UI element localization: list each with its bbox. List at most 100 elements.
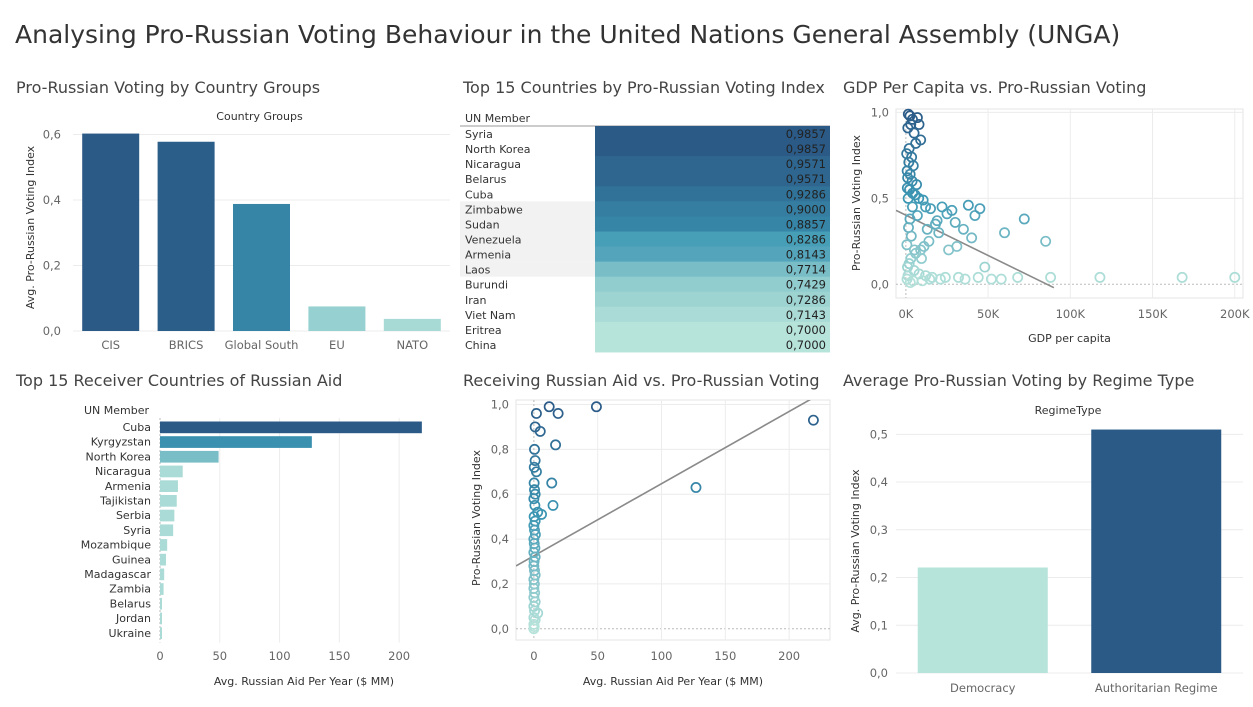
aid-bar <box>160 553 166 566</box>
aidscatter-xtick-label: 100 <box>651 649 673 663</box>
top15-country-label: Armenia <box>465 249 511 262</box>
gdp-point <box>920 201 932 213</box>
top15-heat-cell <box>595 231 830 247</box>
gdp-point <box>931 215 943 227</box>
gdp-xtick-label: 150K <box>1138 307 1168 321</box>
top15-value-label: 0,8143 <box>786 248 826 262</box>
gdp-point <box>1176 271 1188 283</box>
aidscatter-point <box>528 623 540 635</box>
gdp-point <box>901 239 913 251</box>
gdp-point <box>979 261 991 273</box>
aid-xtick-label: 100 <box>269 649 291 663</box>
gdp-point <box>921 223 933 235</box>
aidscatter-xtick-label: 50 <box>590 649 605 663</box>
aid-bar <box>160 495 177 507</box>
top15-country-label: Zimbabwe <box>465 203 523 216</box>
top15-country-label: Viet Nam <box>465 309 516 322</box>
top15-country-label: North Korea <box>465 143 530 156</box>
top15-row-band <box>460 201 595 217</box>
top15-heat-cell <box>595 336 830 353</box>
top15-value-label: 0,7429 <box>786 278 826 292</box>
gdp-point <box>911 179 923 191</box>
top15-row-band <box>460 261 595 277</box>
top15-heat-cell <box>595 321 830 338</box>
aid-bar <box>160 450 219 463</box>
aid-country-label: Serbia <box>116 509 151 522</box>
gdp-point <box>933 227 945 239</box>
aid-bar <box>160 465 183 478</box>
aidscatter-point <box>530 466 542 478</box>
aid-country-label: Belarus <box>110 597 152 610</box>
panel-title-groups: Pro-Russian Voting by Country Groups <box>16 78 321 97</box>
gdp-point <box>1094 271 1106 283</box>
top15-heat-cell <box>595 126 830 142</box>
gdp-point <box>936 201 948 213</box>
gdp-point <box>901 273 913 285</box>
gdp-xtick-label: 50K <box>977 307 1000 321</box>
gdp-point <box>1018 213 1030 225</box>
top15-heat-cell <box>595 291 830 308</box>
top15-heat-cell <box>595 156 830 172</box>
aid-country-label: Syria <box>123 524 151 537</box>
aid-country-label: Cuba <box>123 421 151 434</box>
gdp-point <box>962 199 974 211</box>
top15-value-label: 0,7286 <box>786 293 826 307</box>
page-title: Analysing Pro-Russian Voting Behaviour i… <box>15 20 1121 49</box>
groups-ylabel: Avg. Pro-Russian Voting Index <box>24 145 37 309</box>
panel-title-gdp: GDP Per Capita vs. Pro-Russian Voting <box>843 78 1147 97</box>
groups-bar <box>82 133 140 331</box>
gdp-point <box>949 216 961 228</box>
top15-country-label: Sudan <box>465 218 500 231</box>
aidscatter-ytick-label: 0,2 <box>491 577 509 591</box>
aidscatter-point <box>546 477 558 489</box>
aidscatter-point <box>547 499 559 511</box>
aid-country-label: Tajikistan <box>99 495 151 508</box>
regime-bar <box>1091 429 1222 673</box>
aid-country-label: Ukraine <box>109 627 152 640</box>
gdp-point <box>974 203 986 215</box>
regime-ytick-label: 0,1 <box>870 618 888 632</box>
aid-country-label: Jordan <box>115 612 151 625</box>
groups-ytick-label: 0,2 <box>43 259 61 273</box>
panel-title-regime: Average Pro-Russian Voting by Regime Typ… <box>843 371 1195 390</box>
aidscatter-ytick-label: 1,0 <box>491 397 509 411</box>
top15-value-label: 0,9857 <box>786 142 826 156</box>
gdp-point <box>959 273 971 285</box>
aidscatter-point <box>552 408 564 419</box>
regime-category-label: Authoritarian Regime <box>1095 681 1218 695</box>
gdp-point <box>999 227 1010 239</box>
gdp-point <box>951 241 963 252</box>
top15-country-label: Venezuela <box>465 233 522 246</box>
gdp-point <box>906 113 918 125</box>
top15-country-label: Laos <box>465 264 491 277</box>
groups-header: Country Groups <box>216 110 303 123</box>
top15-row-band <box>460 246 595 262</box>
aid-xtick-label: 50 <box>212 649 227 663</box>
gdp-point <box>953 271 964 283</box>
aid-bar <box>160 480 178 492</box>
gdp-xtick-label: 100K <box>1056 307 1086 321</box>
regime-ytick-label: 0,2 <box>870 571 888 585</box>
gdp-point <box>1045 271 1057 283</box>
aidscatter-xtick-label: 0 <box>530 649 537 663</box>
top15-heat-cell <box>595 186 830 202</box>
aid-bar <box>160 568 165 581</box>
aidscatter-point <box>530 408 542 419</box>
gdp-xtick-label: 200K <box>1220 307 1250 321</box>
aidscatter-point <box>536 508 547 520</box>
aidscatter-point <box>590 401 602 413</box>
aidscatter-ytick-label: 0,4 <box>491 532 509 546</box>
gdp-point <box>1040 235 1052 247</box>
groups-category-label: Global South <box>225 338 299 352</box>
top15-country-label: Iran <box>465 294 487 307</box>
aidscatter-point <box>543 401 555 413</box>
top15-country-label: Nicaragua <box>465 158 521 171</box>
top15-value-label: 0,7143 <box>786 308 826 322</box>
gdp-point <box>972 271 984 283</box>
top15-country-label: Syria <box>465 128 493 141</box>
gdp-point <box>918 241 930 252</box>
top15-heat-cell <box>595 201 830 217</box>
aid-country-label: Guinea <box>112 553 151 566</box>
aidscatter-trend-line <box>516 400 812 567</box>
top15-value-label: 0,7000 <box>786 323 826 337</box>
